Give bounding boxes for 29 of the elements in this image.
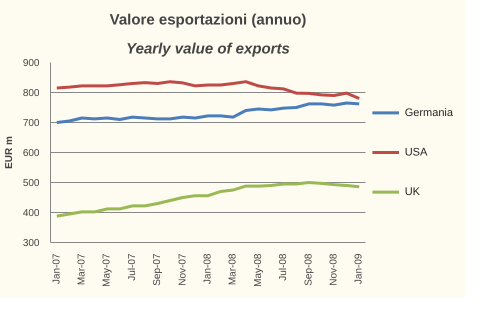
x-tick-label: Nov-07 [177, 253, 188, 286]
y-axis-title: EUR m [4, 136, 15, 169]
x-tick-label: Jan-08 [202, 253, 214, 284]
legend-label: UK [404, 186, 421, 198]
x-tick-label: Sep-07 [152, 253, 164, 286]
x-tick-label: Nov-08 [328, 253, 340, 286]
legend-label: USA [404, 146, 428, 158]
chart-subtitle: Yearly value of exports [126, 40, 290, 58]
y-tick-label: 400 [22, 208, 40, 219]
x-tick-label: Mar-07 [76, 253, 88, 286]
x-tick-label: Sep-08 [303, 253, 314, 286]
x-tick-label: Jul-07 [126, 253, 138, 281]
x-tick-label: May-07 [102, 253, 113, 287]
line-series [55, 102, 361, 124]
chart-title: Valore esportazioni (annuo) [110, 12, 306, 28]
x-tick-label: Jan-09 [354, 253, 365, 284]
x-tick-label: Jan-07 [51, 253, 62, 284]
x-tick-label: Mar-08 [228, 253, 239, 286]
y-tick-label: 300 [22, 238, 40, 249]
y-tick-label: 800 [22, 88, 40, 99]
line-series [55, 80, 361, 100]
line-series [55, 181, 361, 218]
y-tick-label: 500 [22, 178, 40, 189]
x-tick-label: Jul-08 [278, 253, 290, 281]
y-tick-label: 600 [22, 148, 40, 159]
y-tick-label: 700 [22, 118, 40, 129]
y-tick-label: 900 [22, 58, 40, 69]
legend-label: Germania [404, 106, 454, 119]
x-tick-label: May-08 [252, 253, 264, 287]
